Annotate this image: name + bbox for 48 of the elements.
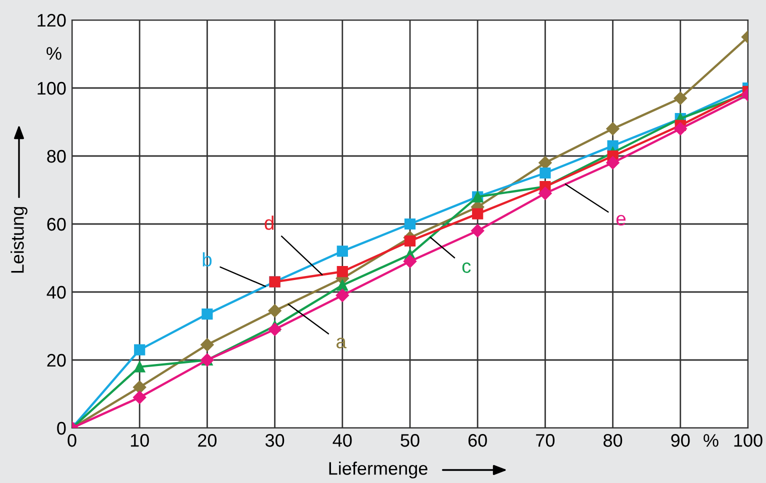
x-tick-label: 50	[400, 434, 420, 447]
point	[133, 380, 146, 394]
point	[134, 344, 146, 356]
x-tick-label: 20	[198, 434, 217, 447]
point	[404, 218, 416, 230]
x-tick-label: 0	[68, 434, 76, 447]
y-tick-label: 0	[57, 422, 66, 435]
x-tick-label: 80	[604, 434, 622, 447]
point	[268, 322, 282, 336]
point	[336, 266, 348, 278]
y-tick-label: 40	[46, 286, 66, 299]
x-tick-label: 60	[468, 434, 487, 447]
point	[471, 224, 484, 238]
text: c	[462, 262, 471, 274]
x-tick-label: 90	[671, 434, 690, 447]
point	[538, 186, 552, 200]
point	[134, 361, 146, 372]
y-tick-label: 120	[38, 14, 66, 27]
text: %	[704, 434, 718, 447]
x-tick-label: 30	[265, 434, 284, 447]
x-tick-label: 70	[536, 434, 555, 447]
y-tick-label: 20	[47, 354, 66, 367]
text: %	[46, 47, 62, 60]
point	[200, 338, 214, 352]
point	[674, 92, 687, 105]
point	[336, 288, 349, 302]
point	[606, 122, 620, 136]
y-axis-title: Leistung	[10, 207, 28, 273]
point	[268, 304, 282, 318]
point	[674, 122, 687, 136]
x-tick-label: 100	[734, 434, 762, 447]
y-tick-label: 80	[47, 150, 66, 163]
point	[404, 235, 416, 247]
point	[202, 308, 213, 320]
x-tick-label: 40	[332, 434, 352, 447]
point	[540, 167, 551, 179]
x-tick-label: 10	[130, 434, 149, 447]
point	[606, 156, 620, 170]
y-tick-label: 100	[38, 82, 66, 95]
text: e	[616, 214, 626, 226]
point	[472, 208, 484, 220]
point	[336, 280, 348, 291]
x-axis-title: Liefermenge	[329, 462, 428, 478]
point	[336, 246, 348, 257]
y-tick-label: 60	[47, 218, 66, 231]
point	[538, 156, 552, 170]
point	[403, 254, 417, 268]
point	[133, 390, 146, 404]
